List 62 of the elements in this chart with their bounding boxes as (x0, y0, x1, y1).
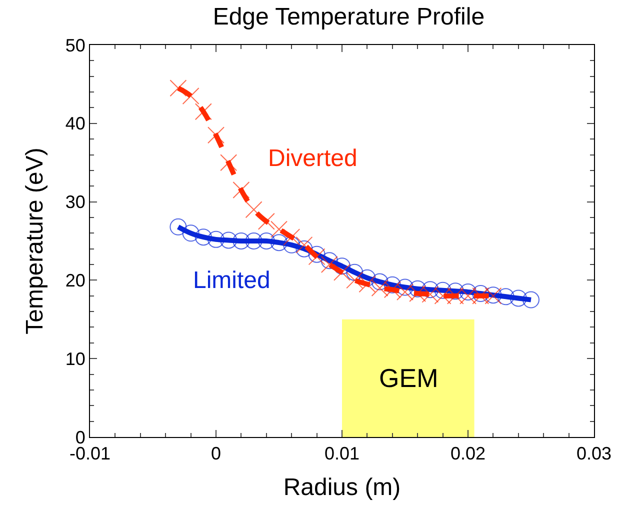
point (208, 230, 224, 248)
x-axis-title: Radius (m) (283, 474, 401, 501)
point (194, 228, 212, 246)
y-tick-label: 10 (65, 348, 86, 369)
point (446, 287, 464, 304)
point (283, 228, 300, 246)
point (434, 282, 452, 299)
point (170, 218, 187, 236)
series-label: Limited (193, 267, 270, 294)
point (346, 272, 364, 289)
point (220, 154, 238, 172)
point (522, 291, 540, 308)
point (182, 87, 200, 104)
x-tick-label: 0.03 (576, 444, 612, 464)
point (409, 285, 426, 302)
point (409, 280, 426, 298)
point (371, 273, 388, 290)
point (270, 220, 288, 238)
point (434, 287, 452, 304)
point (220, 232, 238, 249)
point (194, 103, 212, 120)
y-tick-label: 40 (65, 114, 86, 134)
point (384, 281, 401, 298)
point (422, 286, 439, 303)
y-axis-title: Temperature (eV) (21, 148, 48, 334)
series-label: Diverted (268, 145, 358, 172)
y-tick-label: 30 (65, 192, 86, 212)
point (283, 236, 300, 254)
point (245, 232, 262, 250)
point (320, 256, 338, 274)
x-tick-label: 0.01 (324, 444, 360, 464)
point (334, 258, 350, 275)
point (296, 236, 313, 254)
y-tick-label: 50 (65, 35, 86, 56)
point (384, 276, 401, 294)
point (396, 278, 414, 296)
y-tick-label: 20 (65, 270, 86, 290)
band-label: GEM (379, 363, 438, 393)
point (296, 240, 313, 258)
point (371, 280, 388, 297)
chart-title: Edge Temperature Profile (212, 4, 485, 31)
point (270, 234, 288, 252)
point (232, 232, 250, 250)
point (320, 252, 338, 270)
point (170, 80, 187, 97)
point (232, 182, 250, 199)
point (460, 287, 476, 304)
point (422, 281, 439, 298)
point (460, 283, 476, 300)
point (208, 126, 224, 144)
point (497, 288, 514, 306)
point (396, 283, 414, 300)
point (182, 224, 200, 242)
point (245, 201, 262, 218)
point (258, 232, 275, 250)
point (446, 282, 464, 300)
x-tick-label: 0.02 (450, 444, 486, 464)
point (346, 264, 364, 281)
point (510, 290, 527, 307)
point (358, 276, 376, 293)
x-tick-label: 0 (210, 444, 222, 464)
point (334, 264, 350, 281)
